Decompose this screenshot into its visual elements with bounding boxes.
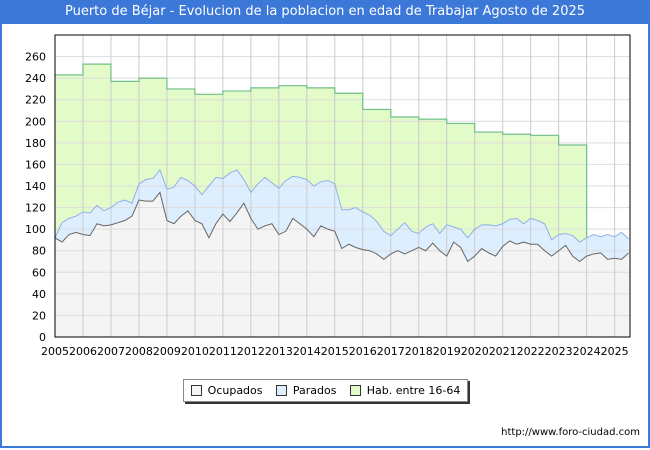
- series-line-ocupados: [54, 191, 629, 263]
- y-tick-label: 180: [25, 137, 46, 150]
- y-tick-label: 120: [25, 202, 46, 215]
- x-tick-label: 2010: [181, 345, 209, 358]
- x-tick-label: 2025: [601, 345, 629, 358]
- legend-label: Hab. entre 16-64: [366, 384, 461, 397]
- x-tick-label: 2011: [209, 345, 237, 358]
- y-tick-label: 100: [25, 223, 46, 236]
- y-tick-label: 200: [25, 115, 46, 128]
- legend-swatch: [349, 385, 361, 396]
- x-tick-label: 2007: [97, 345, 125, 358]
- y-tick-label: 80: [32, 245, 46, 258]
- x-tick-label: 2012: [237, 345, 265, 358]
- source-url[interactable]: http://www.foro-ciudad.com: [501, 427, 640, 438]
- x-tick-label: 2022: [517, 345, 545, 358]
- legend-item-hab: Hab. entre 16-64: [349, 384, 461, 397]
- x-tick-label: 2014: [293, 345, 321, 358]
- series-line-parados: [54, 168, 629, 243]
- legend: Ocupados Parados Hab. entre 16-64: [183, 379, 468, 402]
- x-tick-label: 2015: [321, 345, 349, 358]
- y-tick-label: 160: [25, 158, 46, 171]
- chart-title: Puerto de Béjar - Evolucion de la poblac…: [0, 0, 650, 24]
- x-tick-label: 2013: [265, 345, 293, 358]
- x-tick-label: 2006: [69, 345, 97, 358]
- y-tick-label: 220: [25, 94, 46, 107]
- x-tick-label: 2008: [125, 345, 153, 358]
- legend-swatch: [190, 385, 202, 396]
- x-tick-label: 2019: [433, 345, 461, 358]
- x-tick-label: 2024: [573, 345, 601, 358]
- legend-label: Ocupados: [207, 384, 263, 397]
- x-tick-label: 2017: [377, 345, 405, 358]
- legend-label: Parados: [292, 384, 337, 397]
- y-tick-label: 140: [25, 180, 46, 193]
- legend-swatch: [275, 385, 287, 396]
- x-tick-label: 2020: [461, 345, 489, 358]
- y-tick-label: 0: [39, 331, 46, 344]
- y-tick-label: 20: [32, 309, 46, 322]
- x-tick-label: 2021: [489, 345, 517, 358]
- legend-item-parados: Parados: [275, 384, 337, 397]
- x-tick-label: 2009: [153, 345, 181, 358]
- y-tick-label: 60: [32, 266, 46, 279]
- series-line-hab: [55, 63, 588, 238]
- y-tick-label: 260: [25, 51, 46, 64]
- y-tick-label: 40: [32, 288, 46, 301]
- x-tick-label: 2023: [545, 345, 573, 358]
- x-tick-label: 2016: [349, 345, 377, 358]
- legend-item-ocupados: Ocupados: [190, 384, 263, 397]
- x-tick-label: 2018: [405, 345, 433, 358]
- x-tick-label: 2005: [41, 345, 69, 358]
- plot-border: [54, 34, 631, 338]
- y-tick-label: 240: [25, 72, 46, 85]
- series-area-ocupados: [55, 192, 629, 337]
